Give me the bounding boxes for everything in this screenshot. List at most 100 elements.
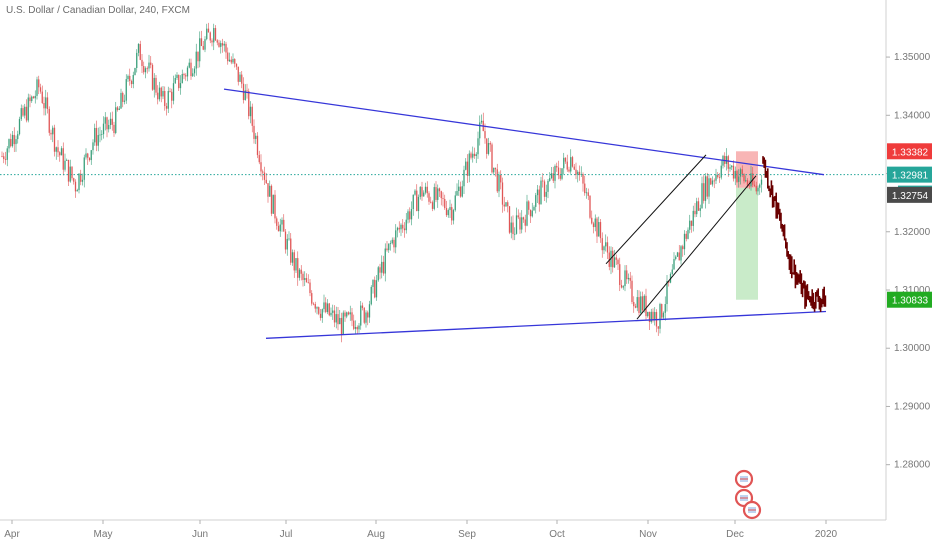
candle-body (591, 217, 593, 224)
event-icons[interactable] (734, 469, 762, 520)
candle-body (66, 159, 68, 161)
candle-body (374, 279, 376, 298)
candle-body (524, 219, 526, 226)
candle-body (634, 306, 637, 308)
candle-body (190, 62, 192, 77)
candle-body (417, 196, 420, 212)
candle-body (421, 186, 423, 197)
candle-body (60, 148, 63, 156)
candle-body (757, 187, 759, 192)
candle-body (99, 134, 101, 136)
candle-body (589, 195, 591, 218)
candle-body (204, 39, 206, 50)
candle-body (123, 100, 126, 102)
candle-body (104, 117, 106, 124)
candle-body (696, 201, 698, 215)
event-flag-icon[interactable] (734, 469, 754, 489)
candle-body (498, 174, 500, 192)
candle-body (419, 186, 421, 197)
candle-body (391, 239, 393, 244)
candle-body (396, 227, 399, 231)
price-label-text: 1.32981 (892, 171, 929, 182)
candle-body (503, 204, 505, 207)
candle-body (193, 68, 196, 74)
candle-body (620, 285, 623, 288)
candle-body (174, 78, 176, 84)
candle-body (279, 224, 281, 232)
candle-body (424, 186, 427, 193)
candle-body (463, 169, 465, 187)
drawings[interactable] (0, 88, 886, 339)
candle-body (57, 147, 59, 153)
time-tick-label: Apr (4, 529, 20, 540)
candle-body (298, 269, 301, 278)
candle-body (164, 91, 166, 107)
candle-body (155, 77, 157, 93)
candle-body (171, 91, 173, 101)
candle-body (547, 180, 549, 192)
candle-body (736, 171, 738, 182)
candle-body (694, 210, 696, 215)
candle-body (102, 123, 105, 135)
price-axis[interactable]: 1.280001.290001.300001.310001.320001.330… (885, 0, 931, 520)
candle-body (554, 165, 556, 181)
candle-body (519, 217, 521, 230)
candle-body (167, 91, 169, 109)
candle-body (3, 156, 5, 160)
event-flag-icon[interactable] (742, 500, 762, 520)
candle-body (20, 108, 22, 120)
candle-body (6, 148, 8, 160)
candle-body (743, 174, 745, 182)
candle-body (673, 259, 675, 270)
candle-body (454, 195, 456, 211)
candle-body (505, 202, 507, 207)
candle-body (39, 87, 42, 92)
candle-body (17, 134, 19, 140)
candle-body (461, 186, 463, 197)
candle-body (676, 252, 679, 257)
candle-body (312, 303, 315, 305)
candle-body (627, 277, 630, 280)
candle-body (612, 250, 614, 268)
candle-body (570, 157, 572, 172)
candle-body (255, 135, 257, 139)
candle-body (134, 67, 136, 75)
candle-body (260, 162, 262, 172)
candle-body (529, 209, 532, 217)
candle-body (251, 106, 253, 126)
candle-body (521, 217, 523, 230)
candle-body (717, 174, 719, 178)
candle-body (452, 210, 455, 221)
candle-body (281, 219, 283, 225)
candle-body (185, 75, 187, 77)
candle-body (552, 173, 554, 181)
candle-body (559, 175, 561, 179)
candle-body (480, 120, 483, 123)
candle-body (309, 282, 311, 294)
candle-body (596, 218, 598, 237)
time-axis[interactable]: Apr May Jun Jul Aug Sep Oct Nov Dec 2020 (0, 519, 886, 540)
candle-body (447, 210, 449, 216)
candle-body (1, 156, 3, 157)
candle-body (237, 66, 239, 82)
candle-body (675, 256, 677, 260)
candle-body (62, 148, 64, 170)
candle-body (755, 185, 757, 192)
candle-body (316, 307, 318, 309)
candle-body (59, 152, 61, 156)
candle-body (367, 312, 369, 318)
candle-body (542, 180, 544, 182)
candle-body (25, 106, 28, 121)
candle-body (437, 188, 439, 200)
candle-body (13, 134, 15, 145)
candle-body (4, 159, 7, 160)
candle-body (195, 51, 197, 69)
candle-body (438, 188, 441, 192)
candle-body (143, 66, 145, 73)
candle-body (710, 178, 712, 185)
candle-body (81, 179, 84, 182)
candle-body (400, 224, 402, 230)
candle-body (97, 135, 99, 146)
